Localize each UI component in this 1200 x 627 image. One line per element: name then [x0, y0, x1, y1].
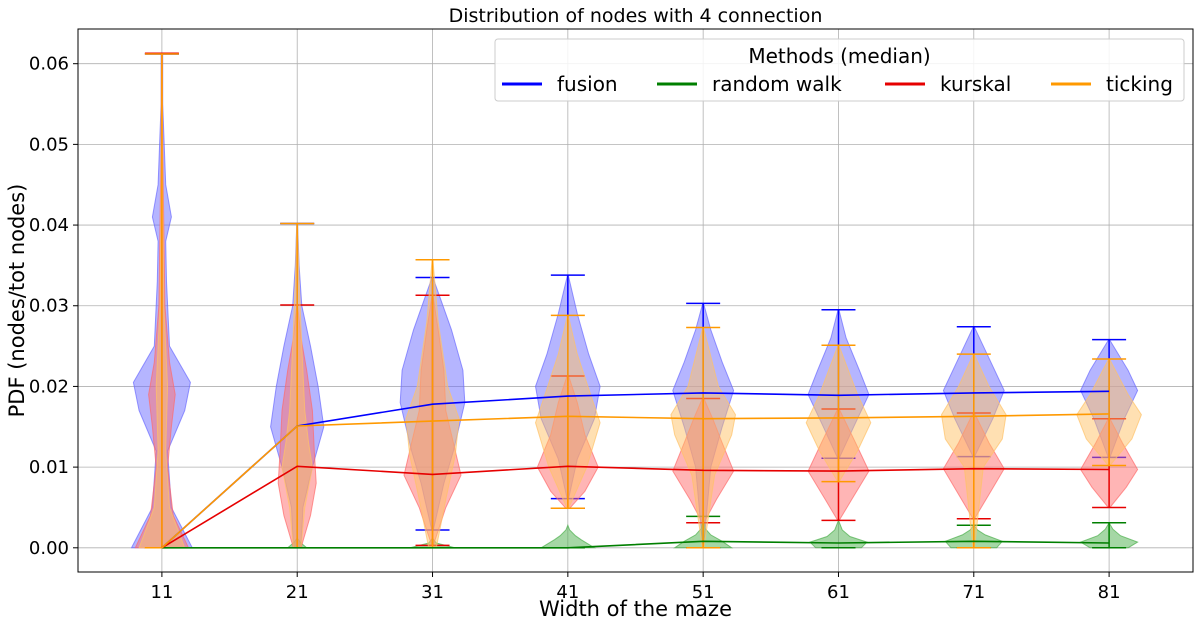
y-tick-label: 0.03 — [29, 296, 69, 317]
plot-area-frame — [77, 28, 1194, 573]
median-lines — [161, 390, 1110, 549]
violin-random-walk — [539, 523, 597, 549]
legend-title: Methods (median) — [748, 44, 930, 68]
x-tick-label: 41 — [556, 582, 579, 603]
y-tick-label: 0.00 — [29, 538, 69, 559]
y-tick-label: 0.01 — [29, 457, 69, 478]
legend-label-fusion: fusion — [557, 72, 618, 96]
y-tick-label: 0.04 — [29, 215, 69, 236]
y-axis-label: PDF (nodes/tot nodes) — [5, 184, 29, 418]
x-tick-label: 31 — [421, 582, 444, 603]
chart-title: Distribution of nodes with 4 connection — [449, 5, 823, 27]
legend-label-random-walk: random walk — [712, 72, 842, 96]
legend-label-kurskal: kurskal — [940, 72, 1011, 96]
violin-random-walk — [809, 519, 868, 549]
x-tick-label: 81 — [1098, 582, 1121, 603]
x-tick-label: 71 — [962, 582, 985, 603]
median-line-fusion — [161, 390, 1110, 549]
violins — [130, 52, 1142, 549]
legend-label-ticking: ticking — [1106, 72, 1173, 96]
median-line-kurskal — [161, 465, 1110, 549]
x-axis-label: Width of the maze — [539, 597, 732, 621]
median-line-ticking — [161, 413, 1110, 549]
y-tick-label: 0.06 — [29, 54, 69, 75]
x-tick-label: 51 — [692, 582, 715, 603]
x-tick-label: 11 — [150, 582, 173, 603]
legend: Methods (median) fusion random walk kurska… — [494, 38, 1185, 102]
y-tick-label: 0.02 — [29, 376, 69, 397]
legend-entries: fusion random walk kurskal ticking — [502, 72, 1173, 96]
x-tick-label: 61 — [827, 582, 850, 603]
grid — [78, 29, 1193, 572]
axis-ticks: 0.00 0.01 0.02 0.03 0.04 0.05 0.06 11 21 31 41 51 61… — [29, 54, 1121, 603]
y-tick-label: 0.05 — [29, 134, 69, 155]
median-line-random-walk — [161, 540, 1110, 549]
x-tick-label: 21 — [286, 582, 309, 603]
